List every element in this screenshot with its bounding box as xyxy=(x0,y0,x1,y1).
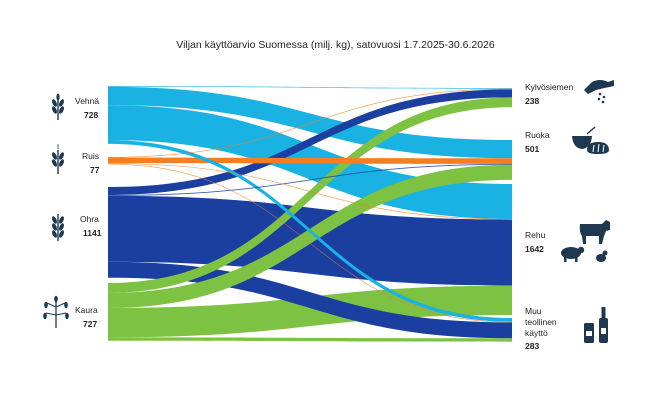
target-label-ruoka: Ruoka xyxy=(525,130,550,140)
source-value-kaura: 727 xyxy=(83,319,98,329)
flow-ohra-to-kylvo xyxy=(108,89,512,195)
flow-group xyxy=(108,86,512,342)
target-label-kylvosiemen: Kylvösiemen xyxy=(525,82,574,92)
target-value-kylvosiemen: 238 xyxy=(525,96,540,106)
flow-vehna-to-ruoka xyxy=(108,86,512,159)
flow-ohra-to-ruoka xyxy=(108,163,512,196)
target-value-muu: 283 xyxy=(525,341,540,351)
flow-kaura-to-ruoka xyxy=(108,164,512,308)
bowl-and-bread-icon xyxy=(572,126,609,154)
flow-kaura-to-rehu xyxy=(108,285,512,338)
target-label-muu-line3: käyttö xyxy=(525,328,548,338)
flow-vehna-to-muu xyxy=(108,140,512,322)
target-value-ruoka: 501 xyxy=(525,144,540,154)
wheat-icon xyxy=(52,93,64,120)
flow-ruis-to-kylvo xyxy=(108,88,512,158)
source-value-ruis: 77 xyxy=(90,165,100,175)
chart-title: Viljan käyttöarvio Suomessa (milj. kg), … xyxy=(176,39,495,51)
source-label-vehna: Vehnä xyxy=(75,96,100,106)
flow-kaura-to-kylvo xyxy=(108,97,512,293)
target-label-muu-line1: Muu xyxy=(525,306,542,316)
source-value-ohra: 1141 xyxy=(83,228,102,238)
can-and-bottle-icon xyxy=(584,307,608,343)
hand-sowing-seeds-icon xyxy=(584,80,614,104)
barley-icon xyxy=(52,214,64,241)
rye-icon xyxy=(52,144,64,174)
source-value-vehna: 728 xyxy=(84,110,99,120)
oat-icon xyxy=(43,295,69,328)
flow-vehna-to-kylvo xyxy=(108,86,512,89)
source-label-ohra: Ohra xyxy=(80,214,99,224)
flow-ruis-to-rehu xyxy=(108,163,512,220)
target-label-muu-line2: teollinen xyxy=(525,317,557,327)
source-label-ruis: Ruis xyxy=(82,151,100,161)
flow-kaura-to-muu xyxy=(108,337,512,342)
source-label-kaura: Kaura xyxy=(75,305,98,315)
cow-pig-chicken-icon xyxy=(561,220,610,262)
target-label-rehu: Rehu xyxy=(525,230,546,240)
flow-ruis-to-muu xyxy=(108,163,512,323)
target-value-rehu: 1642 xyxy=(525,244,544,254)
